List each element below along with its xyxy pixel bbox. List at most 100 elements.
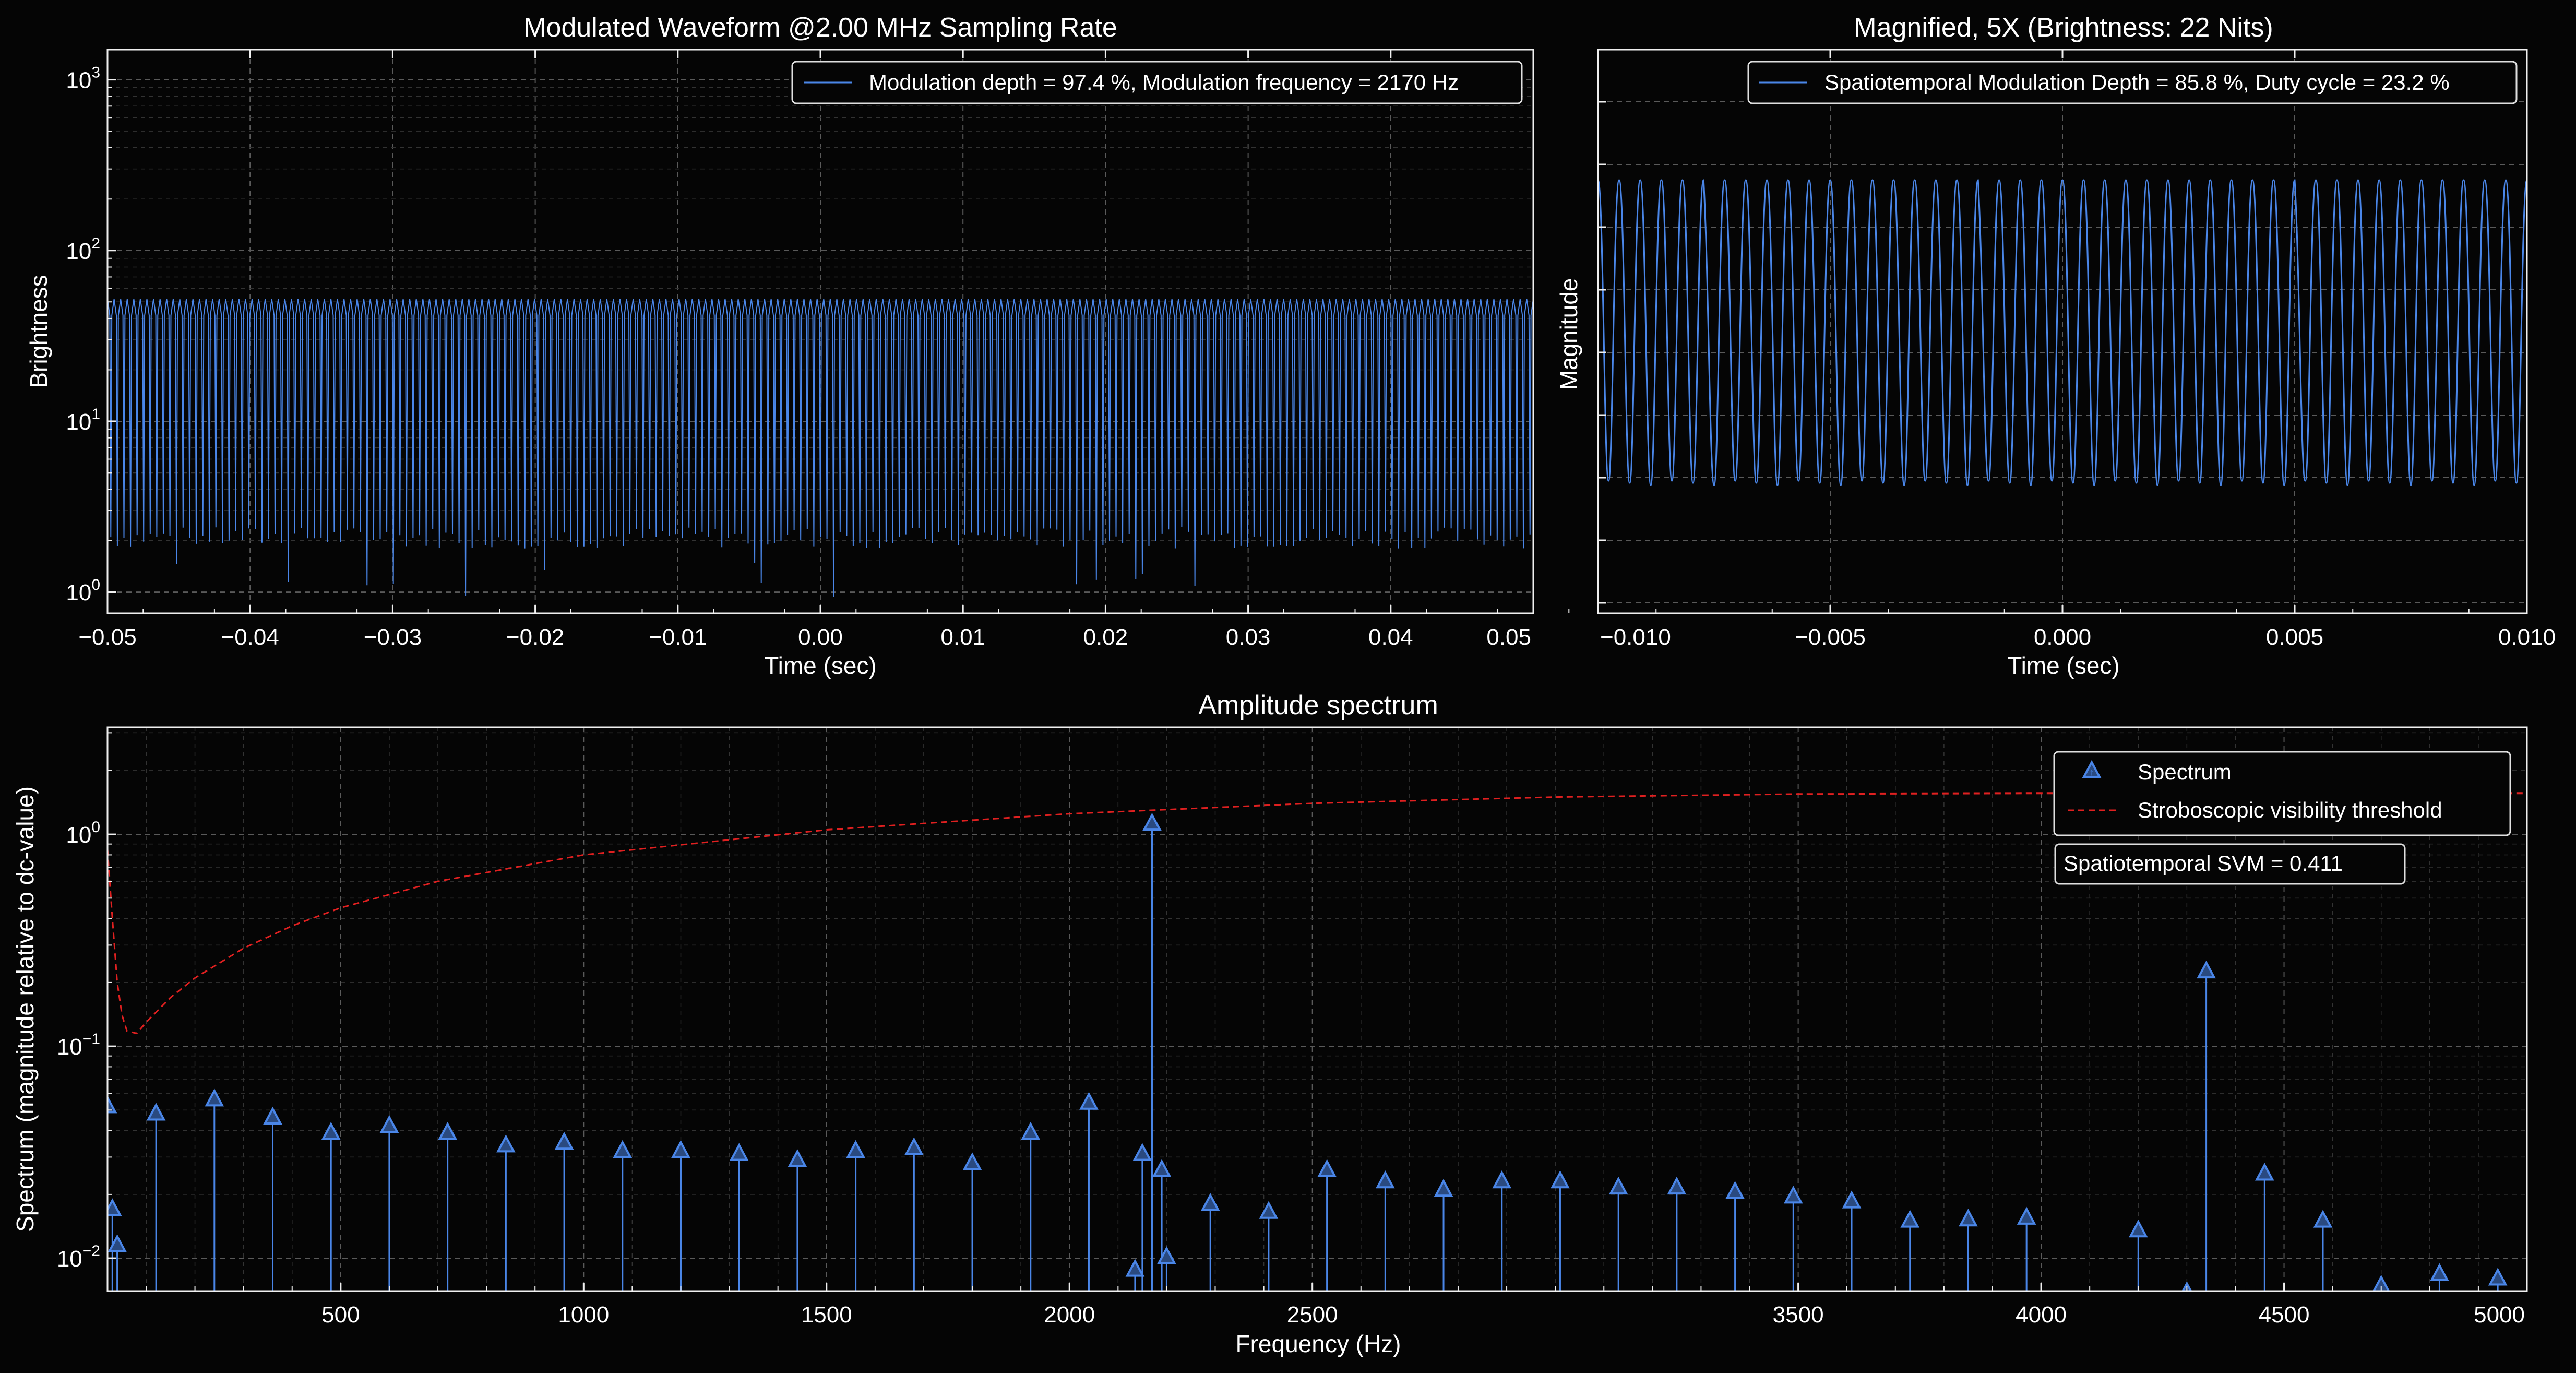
spectrum-x-tick-label: 1000 <box>558 1302 609 1328</box>
magnified-plot-area <box>1598 179 2527 486</box>
spectrum-point <box>1142 812 1162 831</box>
waveform-x-tick-label: 0.05 <box>1486 624 1531 650</box>
magnified-grid <box>1598 50 2527 613</box>
spectrum-point <box>263 1106 282 1125</box>
threshold-series-line <box>108 792 2527 1035</box>
spectrum-point <box>788 1149 807 1167</box>
waveform-legend-box <box>791 61 1523 104</box>
spectrum-x-tick-label: 2000 <box>1044 1302 1095 1328</box>
spectrum-point <box>1492 1170 1512 1189</box>
spectrum-point <box>379 1115 399 1133</box>
spectrum-xlabel: Frequency (Hz) <box>1236 1330 1401 1357</box>
spectrum-point <box>146 1103 166 1121</box>
waveform-legend-label: Modulation depth = 97.4 %, Modulation fr… <box>869 70 1459 94</box>
spectrum-point <box>1259 1201 1279 1219</box>
spectrum-x-tick-label: 4500 <box>2259 1302 2310 1328</box>
spectrum-point <box>904 1137 924 1155</box>
spectrum-point <box>1959 1209 1978 1227</box>
spectrum-point <box>2255 1163 2274 1181</box>
spectrum-point <box>2430 1263 2449 1281</box>
spectrum-ylabel: Spectrum (magnitude relative to dc-value… <box>11 786 39 1232</box>
spectrum-point <box>108 1095 117 1114</box>
spectrum-point <box>1125 1259 1145 1277</box>
waveform-legend: Modulation depth = 97.4 %, Modulation fr… <box>791 61 1523 104</box>
magnified-x-tick-label: 0.010 <box>2498 624 2556 650</box>
spectrum-x-tick-label: 5000 <box>2474 1302 2525 1328</box>
waveform-ticks: −0.05 −0.04 −0.03 −0.02 −0.01 0.00 0.01 0.02 0.0… <box>66 50 1570 650</box>
spectrum-point <box>108 1234 127 1252</box>
spectrum-point <box>1152 1159 1172 1177</box>
spectrum-point <box>321 1121 341 1140</box>
spectrum-x-tick-label: 3500 <box>1773 1302 1824 1328</box>
spectrum-legend-triangle-mark: ↑ <box>2090 767 2094 777</box>
spectrum-legend: ↑ Spectrum Stroboscopic visibility thres… <box>2053 751 2511 836</box>
magnified-x-tick-label: 0.005 <box>2266 624 2323 650</box>
spectrum-x-tick-label: 500 <box>321 1302 360 1328</box>
spectrum-point <box>2197 960 2216 979</box>
waveform-x-tick-label: −0.05 <box>78 624 136 650</box>
spectrum-y-tick-label: 100 <box>66 819 100 848</box>
waveform-y-tick-label: 103 <box>66 64 100 93</box>
magnified-panel: Magnified, 5X (Brightness: 22 Nits) −0.0… <box>1555 13 2556 679</box>
waveform-title: Modulated Waveform @2.00 MHz Sampling Ra… <box>523 13 1117 43</box>
magnified-legend: Spatiotemporal Modulation Depth = 85.8 %… <box>1747 61 2518 104</box>
spectrum-point <box>1200 1193 1220 1211</box>
spectrum-point <box>496 1134 516 1153</box>
spectrum-y-tick-label: 10−2 <box>57 1242 100 1272</box>
svm-annotation-text: Spatiotemporal SVM = 0.411 <box>2064 851 2343 875</box>
spectrum-point <box>1842 1190 1862 1209</box>
spectrum-point <box>1725 1181 1745 1199</box>
spectrum-point <box>2488 1268 2508 1286</box>
spectrum-point <box>205 1088 224 1107</box>
spectrum-panel: Amplitude spectrum 500 1000 1500 2000 2500 35… <box>11 690 2528 1357</box>
magnified-ticks: −0.010 −0.005 0.000 0.005 0.010 <box>1597 50 2556 650</box>
waveform-x-tick-label: −0.04 <box>221 624 279 650</box>
spectrum-x-tick-label: 4000 <box>2016 1302 2067 1328</box>
waveform-x-tick-label: 0.00 <box>798 624 843 650</box>
magnified-title: Magnified, 5X (Brightness: 22 Nits) <box>1854 13 2273 43</box>
magnified-legend-label: Spatiotemporal Modulation Depth = 85.8 %… <box>1824 70 2450 94</box>
spectrum-point <box>1667 1176 1687 1195</box>
spectrum-x-tick-label: 1500 <box>801 1302 852 1328</box>
waveform-frame <box>106 49 1534 614</box>
spectrum-point <box>1021 1121 1041 1140</box>
magnified-frame <box>1597 49 2528 614</box>
magnified-legend-box <box>1747 61 2518 104</box>
spectrum-point <box>2017 1206 2036 1225</box>
waveform-plot-area <box>108 299 1533 597</box>
spectrum-legend-triangle-icon <box>2082 760 2102 778</box>
spectrum-point <box>1900 1210 1920 1228</box>
magnified-x-tick-label: −0.005 <box>1795 624 1866 650</box>
waveform-x-tick-label: 0.04 <box>1368 624 1413 650</box>
spectrum-point <box>1783 1186 1803 1204</box>
waveform-y-tick-label: 102 <box>66 235 100 264</box>
magnified-series-line <box>1598 179 2527 486</box>
magnified-x-tick-label: 0.000 <box>2034 624 2091 650</box>
spectrum-y-tick-label: 10−1 <box>57 1031 100 1060</box>
waveform-y-tick-label: 101 <box>66 406 100 435</box>
svm-annotation-box <box>2054 843 2406 885</box>
spectrum-point <box>1079 1092 1099 1110</box>
waveform-y-tick-label: 100 <box>66 576 100 606</box>
spectrum-legend-label-spectrum: Spectrum <box>2138 760 2232 784</box>
magnified-xlabel: Time (sec) <box>2007 652 2120 679</box>
spectrum-markers <box>108 812 2508 1291</box>
spectrum-ticks: 500 1000 1500 2000 2500 3500 4000 4500 5000 10−2 1… <box>57 732 2525 1328</box>
waveform-x-tick-label: −0.03 <box>364 624 422 650</box>
spectrum-stems <box>108 824 2499 1291</box>
spectrum-plot-area <box>108 792 2527 1291</box>
spectrum-point <box>2128 1219 2148 1238</box>
spectrum-point <box>2313 1210 2333 1228</box>
waveform-panel: Modulated Waveform @2.00 MHz Sampling Ra… <box>25 13 1570 679</box>
spectrum-point <box>108 1198 122 1216</box>
spectrum-point <box>1608 1176 1628 1195</box>
svm-annotation: Spatiotemporal SVM = 0.411 <box>2054 843 2406 885</box>
waveform-x-tick-label: −0.02 <box>506 624 564 650</box>
spectrum-frame <box>106 726 2528 1292</box>
spectrum-legend-label-threshold: Stroboscopic visibility threshold <box>2138 798 2442 822</box>
spectrum-point <box>1375 1170 1395 1189</box>
magnified-ylabel: Magnitude <box>1555 278 1582 390</box>
waveform-xlabel: Time (sec) <box>764 652 877 679</box>
